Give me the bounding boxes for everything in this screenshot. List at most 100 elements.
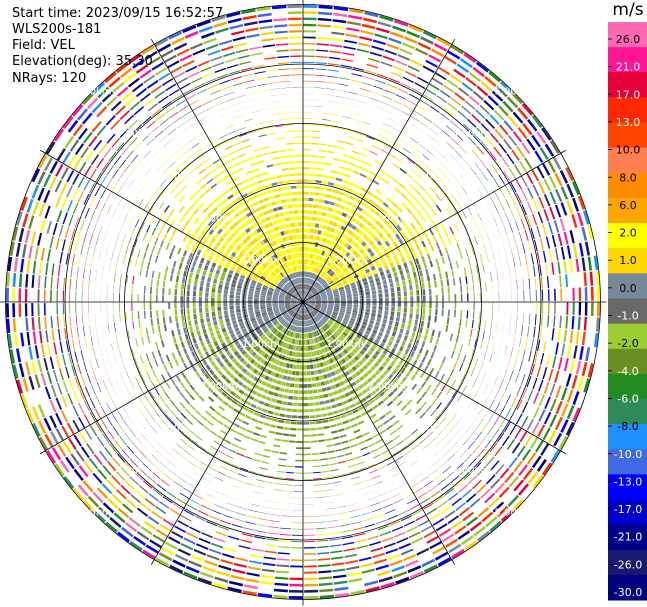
velocity-cell <box>267 250 272 256</box>
velocity-cell <box>321 180 328 185</box>
velocity-cell <box>189 194 196 201</box>
velocity-cell <box>286 323 291 329</box>
velocity-cell <box>285 471 295 474</box>
velocity-cell <box>437 167 444 175</box>
velocity-cell <box>309 408 315 413</box>
velocity-cell <box>252 254 259 260</box>
velocity-cell <box>428 54 442 63</box>
velocity-cell <box>398 238 404 245</box>
velocity-cell <box>212 197 219 204</box>
velocity-cell <box>202 207 209 214</box>
velocity-cell <box>583 272 587 287</box>
velocity-cell <box>417 174 424 181</box>
velocity-cell <box>472 379 477 388</box>
velocity-cell <box>308 285 312 291</box>
velocity-cell <box>303 252 306 258</box>
velocity-cell <box>333 442 342 446</box>
velocity-cell <box>210 183 217 189</box>
velocity-cell <box>118 385 123 394</box>
velocity-cell <box>188 204 195 211</box>
velocity-cell <box>298 320 300 327</box>
velocity-cell <box>219 338 225 344</box>
velocity-cell <box>119 351 123 361</box>
velocity-cell <box>365 237 372 243</box>
velocity-cell <box>332 481 342 484</box>
velocity-cell <box>174 525 187 533</box>
velocity-cell <box>329 544 342 548</box>
velocity-cell <box>385 345 391 351</box>
velocity-cell <box>164 541 178 550</box>
velocity-cell <box>340 185 347 190</box>
velocity-cell <box>259 233 265 239</box>
velocity-cell <box>521 204 527 216</box>
velocity-cell <box>102 433 110 444</box>
velocity-cell <box>247 304 253 308</box>
velocity-cell <box>304 308 306 315</box>
velocity-cell <box>253 325 260 330</box>
velocity-cell <box>491 164 499 175</box>
velocity-cell <box>309 300 316 302</box>
velocity-cell <box>397 302 402 307</box>
velocity-cell <box>128 517 141 527</box>
velocity-cell <box>56 210 63 223</box>
velocity-cell <box>304 547 316 549</box>
velocity-cell <box>517 107 529 120</box>
velocity-cell <box>303 384 308 388</box>
velocity-cell <box>293 345 297 351</box>
velocity-cell <box>183 537 196 545</box>
velocity-cell <box>420 475 430 482</box>
velocity-cell <box>230 365 236 372</box>
velocity-cell <box>182 88 194 95</box>
velocity-cell <box>339 309 345 313</box>
velocity-cell <box>238 187 246 193</box>
velocity-cell <box>255 272 261 277</box>
velocity-cell <box>223 424 231 430</box>
velocity-cell <box>159 462 168 469</box>
velocity-cell <box>367 463 376 468</box>
velocity-cell <box>385 357 391 363</box>
velocity-cell <box>229 309 235 314</box>
velocity-cell <box>222 174 230 181</box>
velocity-cell <box>311 311 316 317</box>
velocity-cell <box>420 205 427 213</box>
velocity-cell <box>412 252 418 259</box>
velocity-cell <box>254 536 266 540</box>
velocity-cell <box>213 232 220 239</box>
velocity-cell <box>223 289 228 295</box>
velocity-cell <box>43 417 52 432</box>
velocity-cell <box>229 373 236 380</box>
velocity-cell <box>241 222 247 229</box>
velocity-cell <box>330 170 338 174</box>
velocity-cell <box>333 310 339 314</box>
velocity-cell <box>203 265 209 271</box>
velocity-cell <box>396 372 403 379</box>
velocity-cell <box>441 356 447 364</box>
velocity-cell <box>311 452 319 456</box>
velocity-cell <box>145 243 150 252</box>
velocity-cell <box>68 352 72 365</box>
velocity-cell <box>58 224 64 237</box>
velocity-cell <box>304 559 317 562</box>
velocity-cell <box>214 477 224 482</box>
velocity-cell <box>430 436 438 443</box>
velocity-cell <box>297 409 303 413</box>
velocity-cell <box>189 526 201 533</box>
velocity-cell <box>284 304 291 306</box>
velocity-cell <box>159 523 172 532</box>
velocity-cell <box>251 266 257 271</box>
velocity-cell <box>314 294 321 298</box>
velocity-cell <box>226 259 232 265</box>
velocity-cell <box>352 250 358 256</box>
velocity-cell <box>217 471 226 476</box>
velocity-cell <box>431 77 444 86</box>
velocity-cell <box>278 298 285 300</box>
velocity-cell <box>170 378 176 386</box>
velocity-cell <box>216 378 223 385</box>
velocity-cell <box>376 357 383 364</box>
velocity-cell <box>186 504 198 511</box>
velocity-cell <box>295 447 303 450</box>
velocity-cell <box>321 348 326 354</box>
velocity-cell <box>381 260 387 266</box>
velocity-cell <box>74 351 78 363</box>
velocity-cell <box>165 381 171 389</box>
